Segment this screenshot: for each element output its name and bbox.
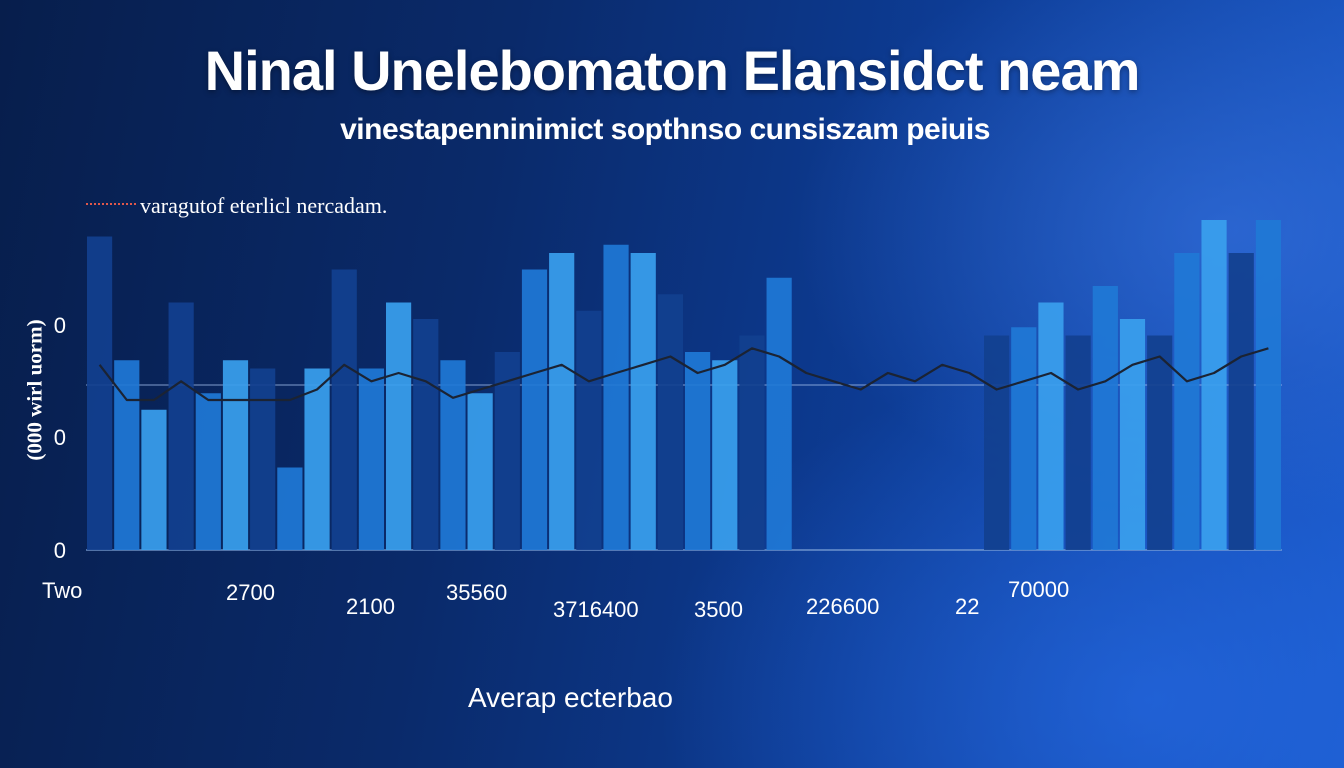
bar-41 <box>1201 220 1227 550</box>
bar-0 <box>87 236 113 550</box>
annotation-marker <box>86 203 136 209</box>
bar-16 <box>521 269 548 550</box>
chart-title: Ninal Unelebomaton Elansidct neam <box>204 39 1141 102</box>
x-tick-label-8: 70000 <box>1008 577 1069 602</box>
bar-3 <box>168 302 194 550</box>
bar-17 <box>549 253 575 550</box>
trend-line <box>98 347 1269 402</box>
chart-subtitle: vinestapenninimict sopthnso cunsiszam pe… <box>340 113 990 146</box>
bar-9 <box>331 269 357 550</box>
x-axis-label: Averap ecterbao <box>468 682 673 713</box>
bar-36 <box>1065 335 1091 550</box>
bar-33 <box>984 335 1010 550</box>
bar-40 <box>1174 253 1200 550</box>
y-tick-label-0: 0 <box>54 313 66 338</box>
bar-39 <box>1147 335 1173 550</box>
bar-37 <box>1092 286 1118 550</box>
bar-2 <box>141 409 167 550</box>
bar-8 <box>304 368 330 550</box>
x-tick-label-1: 2700 <box>226 580 275 605</box>
bar-35 <box>1038 302 1064 550</box>
bar-10 <box>358 368 384 550</box>
x-tick-label-7: 22 <box>955 594 979 619</box>
bar-1 <box>114 360 140 550</box>
bar-22 <box>685 352 711 550</box>
chart-annotation: varagutof eterlicl nercadam. <box>140 193 388 218</box>
bar-23 <box>712 360 738 550</box>
bar-43 <box>1255 220 1281 550</box>
y-tick-label-2: 0 <box>54 538 66 563</box>
bar-6 <box>250 368 276 550</box>
x-tick-label-2: 2100 <box>346 594 395 619</box>
x-tick-label-6: 226600 <box>806 594 879 619</box>
x-tick-label-5: 3500 <box>694 597 743 622</box>
bar-7 <box>277 467 303 550</box>
x-tick-label-3: 35560 <box>446 580 507 605</box>
bar-21 <box>657 294 683 550</box>
y-tick-label-1: 0 <box>54 425 66 450</box>
bar-42 <box>1228 253 1254 550</box>
x-tick-label-0: Two <box>42 578 82 603</box>
bar-12 <box>413 319 439 550</box>
bar-24 <box>739 335 765 550</box>
bar-19 <box>603 244 629 550</box>
bar-34 <box>1011 327 1037 550</box>
bar-38 <box>1119 319 1146 550</box>
bar-18 <box>576 310 602 550</box>
bar-5 <box>222 360 249 550</box>
x-tick-label-4: 3716400 <box>553 597 639 622</box>
bar-20 <box>630 253 656 550</box>
bar-25 <box>766 277 792 550</box>
bar-4 <box>195 393 221 550</box>
bar-14 <box>467 393 493 550</box>
bar-11 <box>386 302 412 550</box>
bar-15 <box>494 352 520 550</box>
bar-13 <box>440 360 466 550</box>
